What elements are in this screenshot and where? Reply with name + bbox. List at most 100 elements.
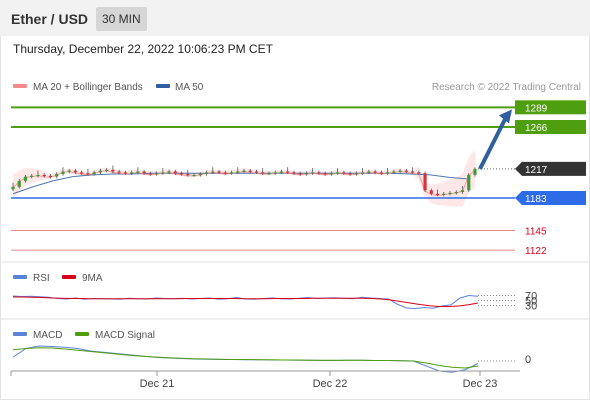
candle-body xyxy=(211,171,215,173)
candle-body xyxy=(111,169,115,172)
candle-body xyxy=(123,172,127,174)
candle-body xyxy=(473,168,477,175)
forecast-arrow-head xyxy=(499,109,512,124)
candle-body xyxy=(148,173,152,175)
ma50-legend-label: MA 50 xyxy=(175,82,204,93)
target-label-1122: 1122 xyxy=(525,246,547,257)
candle-body xyxy=(198,174,202,176)
rsi-ma-legend-label: 9MA xyxy=(82,273,103,284)
candle-body xyxy=(329,173,334,175)
candle-body xyxy=(304,173,309,175)
candle-body xyxy=(460,190,465,193)
macd-legend-swatch xyxy=(13,332,27,336)
candle-body xyxy=(317,172,321,174)
current-price-tag xyxy=(515,161,586,176)
candle-body xyxy=(279,171,284,173)
candle-body xyxy=(142,171,146,174)
candle-body xyxy=(348,173,352,175)
candle-body xyxy=(385,172,390,174)
candle-body xyxy=(17,180,21,187)
candle-body xyxy=(179,173,184,175)
candle-body xyxy=(336,172,340,174)
candle-body xyxy=(217,171,221,173)
candle-body xyxy=(248,170,252,172)
candle-body xyxy=(92,172,96,175)
chart-datetime: Thursday, December 22, 2022 10:06:23 PM … xyxy=(13,42,273,56)
candle-body xyxy=(223,172,227,174)
candle-body xyxy=(367,171,371,173)
candle-body xyxy=(23,176,28,181)
candle-body xyxy=(161,172,165,174)
instrument-title: Ether / USD xyxy=(11,11,89,27)
macd-panel: 0 xyxy=(12,345,531,373)
macd-signal-legend-swatch xyxy=(75,332,89,336)
candle-body xyxy=(342,172,346,174)
candle-body xyxy=(442,193,446,195)
rsi-ma-legend-swatch xyxy=(62,275,76,279)
candle-body xyxy=(423,173,427,191)
rsi-tick-30: 30 xyxy=(525,301,537,313)
candle-body xyxy=(298,173,302,175)
candle-body xyxy=(242,170,246,172)
rsi-ma-line xyxy=(13,296,479,307)
current-price-label: 1217 xyxy=(525,165,548,176)
macd-signal-legend-label: MACD Signal xyxy=(95,330,155,341)
chart-header: Ether / USD 30 MIN xyxy=(0,0,590,36)
candle-body xyxy=(448,192,452,195)
candle-body xyxy=(454,192,458,194)
ma50-line xyxy=(12,172,471,195)
candle-body xyxy=(61,171,65,175)
price-panel: 1289 1266 1217 1183 1145 1122 xyxy=(11,100,586,257)
candle-body xyxy=(204,172,209,175)
rsi-tick-70: 70 xyxy=(525,291,537,303)
candle-body xyxy=(192,174,196,177)
forecast-arrow-shaft xyxy=(478,118,507,170)
candle-body xyxy=(98,170,103,173)
rsi-tick-50: 50 xyxy=(525,296,537,308)
candle-body xyxy=(292,172,296,174)
time-axis: Dec 21 Dec 22 Dec 23 xyxy=(10,370,520,390)
macd-signal-line xyxy=(12,347,479,369)
candle-body xyxy=(429,190,433,194)
time-axis-label: Dec 22 xyxy=(313,378,348,390)
candle-body xyxy=(42,174,46,177)
candle-body xyxy=(67,170,71,172)
candle-body xyxy=(286,171,290,173)
candle-body xyxy=(435,193,440,195)
macd-legend-label: MACD xyxy=(33,330,62,341)
macd-tick-0: 0 xyxy=(525,354,531,366)
candle-body xyxy=(311,172,315,174)
candle-body xyxy=(11,186,15,190)
candle-body xyxy=(48,175,53,177)
resistance-tag-label-1266: 1266 xyxy=(525,123,548,134)
candle-body xyxy=(154,173,159,175)
candle-body xyxy=(36,174,40,177)
rsi-line xyxy=(12,294,479,310)
rsi-legend-swatch xyxy=(13,275,27,279)
candle-body xyxy=(30,175,34,177)
candle-body xyxy=(167,171,171,173)
candle-body xyxy=(354,173,358,175)
timeframe-button[interactable]: 30 MIN xyxy=(96,7,147,31)
candle-body xyxy=(417,172,421,174)
candle-body xyxy=(173,171,177,174)
candle-body xyxy=(186,174,190,176)
ma50-legend-swatch xyxy=(156,84,170,88)
candle-body xyxy=(73,170,78,173)
candle-body xyxy=(361,172,365,174)
rsi-legend-label: RSI xyxy=(33,273,50,284)
candle-body xyxy=(86,173,90,175)
candle-body xyxy=(404,170,408,172)
resistance-tag-label-1289: 1289 xyxy=(525,103,548,114)
support-tag-label-1183: 1183 xyxy=(525,194,547,205)
candle-body xyxy=(261,172,265,174)
candle-body xyxy=(398,170,402,172)
candle-body xyxy=(273,172,277,174)
candle-body xyxy=(80,172,84,174)
support-tag-1183 xyxy=(515,191,586,205)
target-label-1145: 1145 xyxy=(525,227,547,238)
candle-body xyxy=(236,171,240,173)
candle-body xyxy=(229,172,234,174)
resistance-tag-1266 xyxy=(515,120,586,134)
candle-body xyxy=(105,169,109,171)
